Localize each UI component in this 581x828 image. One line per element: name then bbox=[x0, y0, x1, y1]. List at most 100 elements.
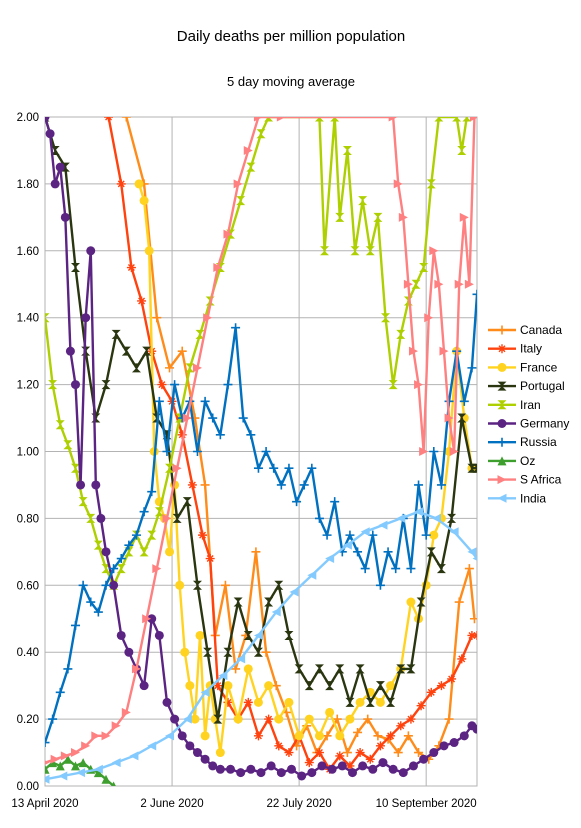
data-point bbox=[274, 741, 284, 751]
data-point bbox=[350, 246, 360, 256]
data-point bbox=[48, 714, 58, 724]
data-point bbox=[86, 246, 96, 256]
data-point bbox=[124, 647, 134, 657]
data-point bbox=[439, 346, 449, 356]
data-point bbox=[137, 296, 147, 306]
data-point bbox=[436, 681, 446, 691]
data-point bbox=[264, 597, 274, 607]
data-point bbox=[182, 497, 192, 507]
data-point bbox=[396, 664, 406, 674]
data-point bbox=[185, 363, 195, 373]
data-point bbox=[129, 751, 139, 761]
data-point bbox=[223, 697, 233, 707]
data-point bbox=[434, 279, 444, 289]
data-point bbox=[157, 380, 167, 390]
data-point bbox=[253, 647, 263, 657]
data-point bbox=[147, 530, 157, 540]
legend-entry: India bbox=[488, 491, 546, 505]
data-point bbox=[276, 768, 286, 778]
data-point bbox=[236, 768, 246, 778]
data-point bbox=[457, 413, 467, 423]
data-point bbox=[426, 687, 436, 697]
data-point bbox=[76, 768, 86, 778]
data-point bbox=[192, 580, 202, 590]
data-point bbox=[109, 564, 119, 574]
data-point bbox=[378, 758, 388, 768]
data-point bbox=[215, 764, 225, 774]
data-point bbox=[444, 714, 454, 724]
data-point bbox=[347, 768, 357, 778]
data-point bbox=[393, 748, 403, 758]
legend: Canada Italy France Portugal Iran Germany Russ… bbox=[488, 323, 569, 505]
data-point bbox=[416, 597, 426, 607]
data-point bbox=[317, 761, 327, 771]
legend-entry: S Africa bbox=[488, 473, 562, 487]
data-point bbox=[355, 697, 365, 707]
data-point bbox=[292, 497, 302, 507]
data-point bbox=[271, 681, 281, 691]
data-point bbox=[147, 614, 157, 624]
data-point bbox=[284, 748, 294, 758]
data-point bbox=[284, 630, 294, 640]
data-point bbox=[165, 363, 175, 373]
data-point bbox=[274, 714, 284, 724]
data-point bbox=[335, 731, 345, 741]
data-point bbox=[182, 714, 192, 724]
data-point bbox=[172, 463, 182, 473]
data-point bbox=[358, 761, 368, 771]
data-point bbox=[70, 380, 80, 390]
data-point bbox=[322, 731, 332, 741]
data-point bbox=[335, 751, 345, 761]
data-point bbox=[101, 774, 111, 784]
data-point bbox=[78, 580, 88, 590]
data-point bbox=[289, 587, 299, 597]
series-s-africa bbox=[45, 117, 477, 765]
series-layer bbox=[45, 117, 477, 786]
data-point bbox=[297, 771, 307, 781]
data-point bbox=[111, 781, 116, 786]
data-point bbox=[449, 527, 459, 537]
x-tick-label: 2 June 2020 bbox=[140, 798, 203, 810]
data-point bbox=[139, 507, 149, 517]
data-point bbox=[152, 313, 162, 323]
data-point bbox=[274, 580, 284, 590]
legend-entry: Canada bbox=[488, 323, 562, 337]
data-point bbox=[111, 721, 121, 731]
data-point bbox=[86, 597, 96, 607]
data-point bbox=[330, 497, 340, 507]
legend-entry: Oz bbox=[488, 454, 535, 468]
data-point bbox=[203, 647, 213, 657]
data-point bbox=[429, 447, 439, 456]
data-point bbox=[76, 480, 86, 490]
data-point bbox=[365, 246, 375, 256]
data-point bbox=[459, 731, 469, 741]
series-germany bbox=[45, 117, 477, 781]
series-line bbox=[45, 117, 476, 764]
data-point bbox=[383, 547, 393, 557]
data-point bbox=[223, 380, 233, 390]
data-point bbox=[45, 129, 55, 139]
data-point bbox=[154, 396, 164, 406]
data-point bbox=[472, 724, 477, 734]
data-point bbox=[284, 697, 294, 707]
data-point bbox=[462, 117, 472, 122]
data-point bbox=[165, 463, 175, 473]
data-point bbox=[426, 547, 436, 557]
data-point bbox=[414, 748, 424, 758]
data-point bbox=[134, 179, 144, 189]
data-point bbox=[269, 463, 279, 473]
data-point bbox=[78, 497, 88, 507]
data-point bbox=[345, 530, 355, 540]
data-point bbox=[104, 117, 114, 122]
data-point bbox=[497, 381, 507, 391]
data-point bbox=[304, 714, 314, 724]
data-point bbox=[449, 447, 459, 456]
data-point bbox=[162, 447, 172, 456]
data-point bbox=[332, 714, 342, 724]
x-axis-ticks: 13 April 2020 2 June 2020 22 July 2020 10 S… bbox=[11, 798, 476, 810]
data-point bbox=[375, 580, 385, 590]
data-point bbox=[467, 463, 477, 473]
data-point bbox=[142, 346, 152, 356]
data-point bbox=[139, 547, 149, 557]
series-iran bbox=[45, 117, 472, 590]
